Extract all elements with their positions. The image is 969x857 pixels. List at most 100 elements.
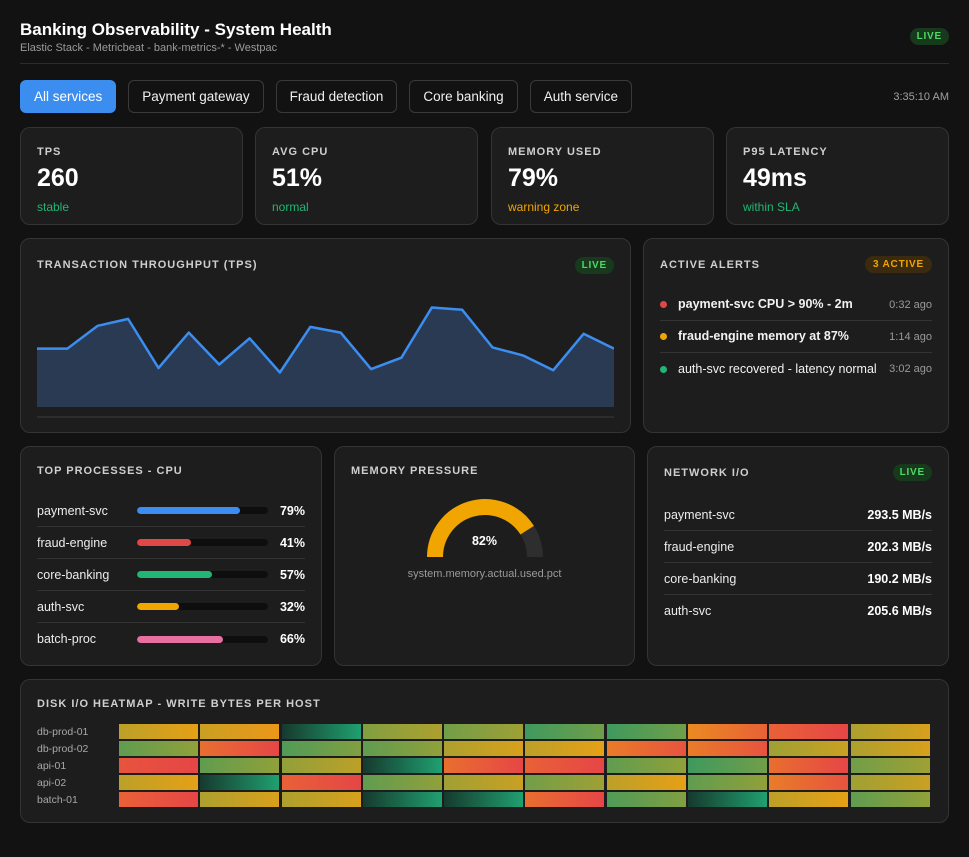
heatmap-cell[interactable] xyxy=(362,741,442,756)
process-row: batch-proc 66% xyxy=(37,623,305,655)
heatmap-cell[interactable] xyxy=(281,792,361,807)
heatmap-cell[interactable] xyxy=(688,741,768,756)
kpi-value: 51% xyxy=(272,164,323,192)
heatmap-cell[interactable] xyxy=(688,724,768,739)
alert-text: fraud-engine memory at 87% xyxy=(678,329,849,343)
alert-item[interactable]: auth-svc recovered - latency normal 3:02… xyxy=(660,353,932,385)
tab-auth-service[interactable]: Auth service xyxy=(529,80,632,113)
heatmap-cell[interactable] xyxy=(850,792,930,807)
service-name: payment-svc xyxy=(664,507,735,522)
process-name: batch-proc xyxy=(37,632,97,646)
memory-gauge xyxy=(427,499,543,558)
heatmap-host-label: api-02 xyxy=(37,776,67,789)
heatmap-cell[interactable] xyxy=(119,724,198,739)
heatmap-cell[interactable] xyxy=(281,724,361,739)
heatmap-row: batch-01 xyxy=(37,791,932,808)
heatmap-cell[interactable] xyxy=(688,758,768,773)
kpi-value: 49ms xyxy=(743,164,807,192)
alert-item[interactable]: payment-svc CPU > 90% - 2m 0:32 ago xyxy=(660,289,932,321)
heatmap-cell[interactable] xyxy=(606,775,686,790)
alerts-panel: ACTIVE ALERTS 3 ACTIVE payment-svc CPU >… xyxy=(643,238,949,433)
heatmap-cell[interactable] xyxy=(769,758,849,773)
alert-item[interactable]: fraud-engine memory at 87% 1:14 ago xyxy=(660,321,932,353)
heatmap-cell[interactable] xyxy=(688,792,768,807)
process-cpu-value: 66% xyxy=(279,632,305,646)
heatmap-cell[interactable] xyxy=(362,792,442,807)
cpu-bar-track xyxy=(137,507,268,514)
heatmap-cell[interactable] xyxy=(362,758,442,773)
heatmap-cell[interactable] xyxy=(606,741,686,756)
heatmap-cell[interactable] xyxy=(850,758,930,773)
alert-time: 3:02 ago xyxy=(889,363,932,375)
page-header: Banking Observability - System Health El… xyxy=(20,20,949,64)
heatmap-cell[interactable] xyxy=(769,724,849,739)
heatmap-cell[interactable] xyxy=(281,741,361,756)
heatmap-cell[interactable] xyxy=(119,741,198,756)
heatmap-cell[interactable] xyxy=(525,775,605,790)
heatmap-cell[interactable] xyxy=(119,775,198,790)
heatmap-cell[interactable] xyxy=(281,775,361,790)
heatmap-cell[interactable] xyxy=(444,792,524,807)
heatmap-grid: db-prod-01 db-prod-02 api-01 api-02 batch-01 xyxy=(37,723,932,808)
gauge-metric-label: system.memory.actual.used.pct xyxy=(407,568,562,580)
process-cpu-value: 41% xyxy=(279,535,305,550)
heatmap-cell[interactable] xyxy=(200,775,280,790)
heatmap-cell[interactable] xyxy=(200,741,280,756)
cpu-bar-fill xyxy=(137,571,212,578)
process-row: payment-svc 79% xyxy=(37,495,305,527)
tab-core-banking[interactable]: Core banking xyxy=(409,80,518,113)
kpi-status: within SLA xyxy=(743,200,800,214)
heatmap-cell[interactable] xyxy=(362,724,442,739)
heatmap-cell[interactable] xyxy=(119,792,198,807)
heatmap-cell[interactable] xyxy=(850,775,930,790)
heatmap-cell[interactable] xyxy=(525,724,605,739)
process-name: fraud-engine xyxy=(37,535,108,550)
kpi-card-memory-used: MEMORY USED 79% warning zone xyxy=(491,127,714,225)
heatmap-row: api-01 xyxy=(37,757,932,774)
heatmap-cell[interactable] xyxy=(606,758,686,773)
alert-list: payment-svc CPU > 90% - 2m 0:32 ago frau… xyxy=(660,289,932,385)
heatmap-cell[interactable] xyxy=(850,724,930,739)
tab-fraud-detection[interactable]: Fraud detection xyxy=(275,80,398,113)
throughput-value: 190.2 MB/s xyxy=(867,571,932,586)
panel-title: TOP PROCESSES - CPU xyxy=(37,465,183,477)
alert-time: 0:32 ago xyxy=(889,298,932,311)
heatmap-cell[interactable] xyxy=(525,792,605,807)
heatmap-cell[interactable] xyxy=(606,724,686,739)
kpi-status: stable xyxy=(37,200,70,214)
process-name: payment-svc xyxy=(37,503,108,518)
heatmap-cell[interactable] xyxy=(769,792,849,807)
throughput-line xyxy=(37,306,614,374)
heatmap-row: api-02 xyxy=(37,774,932,791)
heatmap-row: db-prod-01 xyxy=(37,723,932,740)
heatmap-cell[interactable] xyxy=(850,741,930,756)
panel-title: TRANSACTION THROUGHPUT (TPS) xyxy=(37,259,258,271)
heatmap-cell[interactable] xyxy=(688,775,768,790)
process-cpu-value: 79% xyxy=(279,503,305,518)
heatmap-cell[interactable] xyxy=(200,792,280,807)
top-processes-panel: TOP PROCESSES - CPU payment-svc 79% frau… xyxy=(20,446,322,666)
heatmap-cell[interactable] xyxy=(525,741,605,756)
heatmap-cell[interactable] xyxy=(200,758,280,773)
heatmap-cell[interactable] xyxy=(525,758,605,773)
heatmap-cell[interactable] xyxy=(769,775,849,790)
cpu-bar-fill xyxy=(137,603,179,610)
tab-payment-gateway[interactable]: Payment gateway xyxy=(128,80,264,113)
tab-all-services[interactable]: All services xyxy=(20,80,117,113)
cpu-bar-track xyxy=(137,603,268,610)
heatmap-cell[interactable] xyxy=(606,792,686,807)
heatmap-cell[interactable] xyxy=(444,758,524,773)
heatmap-cell[interactable] xyxy=(444,724,524,739)
heatmap-cell[interactable] xyxy=(444,741,524,756)
heatmap-cell[interactable] xyxy=(769,741,849,756)
service-tabs: All services Payment gateway Fraud detec… xyxy=(20,80,632,113)
network-row: fraud-engine 202.3 MB/s xyxy=(664,531,932,563)
heatmap-cell[interactable] xyxy=(200,724,280,739)
cpu-bar-track xyxy=(137,571,268,578)
heatmap-cell[interactable] xyxy=(281,758,361,773)
heatmap-cell[interactable] xyxy=(362,775,442,790)
heatmap-cell[interactable] xyxy=(444,775,524,790)
heatmap-cell[interactable] xyxy=(119,758,198,773)
heatmap-host-label: db-prod-02 xyxy=(37,742,89,755)
alert-text: payment-svc CPU > 90% - 2m xyxy=(678,297,853,311)
